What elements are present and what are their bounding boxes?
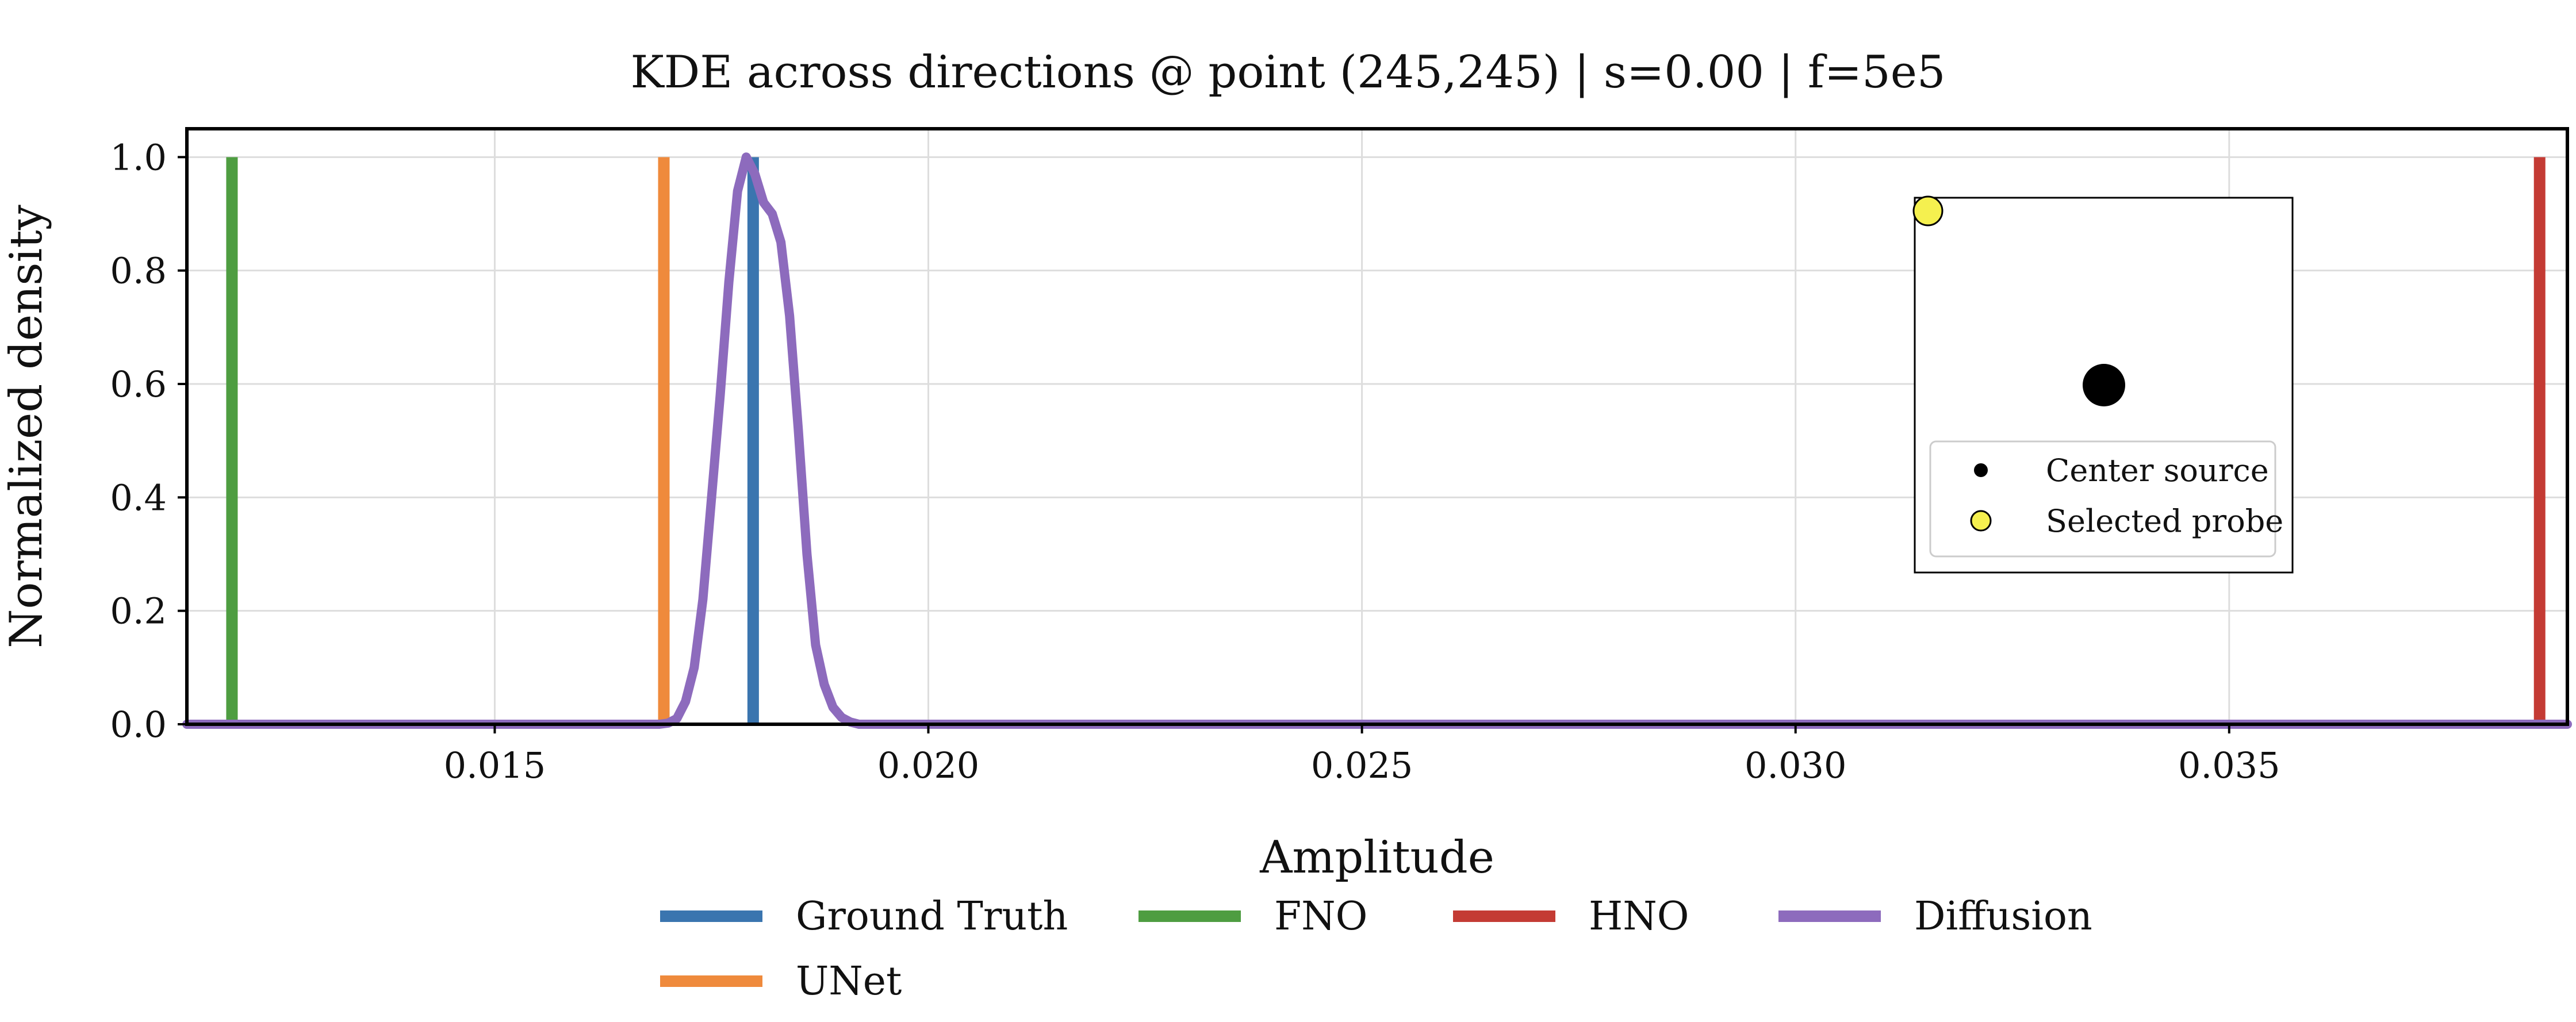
y-axis-label: Normalized density [1,205,52,648]
x-tick-label: 0.025 [1311,744,1413,786]
inset-legend-center-source-label: Center source [2046,452,2269,489]
x-tick-label: 0.035 [2178,744,2280,786]
inset-legend-selected-probe-icon [1970,510,1992,532]
center-source-marker [2083,364,2125,406]
legend-label-diffusion: Diffusion [1914,894,2092,939]
plot-frame [185,127,2569,726]
selected-probe-marker [1912,195,1943,226]
inset-legend-center-source-icon [1974,463,1988,477]
inset-legend-selected-probe-label: Selected probe [2046,503,2283,539]
x-axis-label: Amplitude [1259,832,1494,883]
legend: Ground Truth FNO HNO Diffusion UNet [660,894,2092,1004]
axis-ticks: 0.015 0.020 0.025 0.030 0.035 0.0 0.2 0.4 0.6 0.8… [110,136,2280,786]
x-tick-label: 0.030 [1745,744,1847,786]
x-tick-label: 0.015 [444,744,546,786]
legend-label-fno: FNO [1274,894,1367,939]
series-layer [182,152,2572,729]
diffusion-series-line [182,152,2572,729]
y-tick-label: 0.6 [110,363,167,405]
legend-label-hno: HNO [1589,894,1689,939]
inset-legend [1929,440,2276,558]
inset-panel: Center source Selected probe [1912,195,2294,574]
chart-title: KDE across directions @ point (245,245) … [631,47,1946,98]
y-tick-label: 1.0 [110,136,167,178]
y-tick-label: 0.2 [110,590,167,632]
x-tick-label: 0.020 [877,744,980,786]
legend-label-ground-truth: Ground Truth [796,894,1068,939]
y-tick-label: 0.4 [110,477,167,518]
y-tick-label: 0.0 [110,704,167,746]
y-tick-label: 0.8 [110,250,167,292]
legend-label-unet: UNet [796,959,902,1004]
